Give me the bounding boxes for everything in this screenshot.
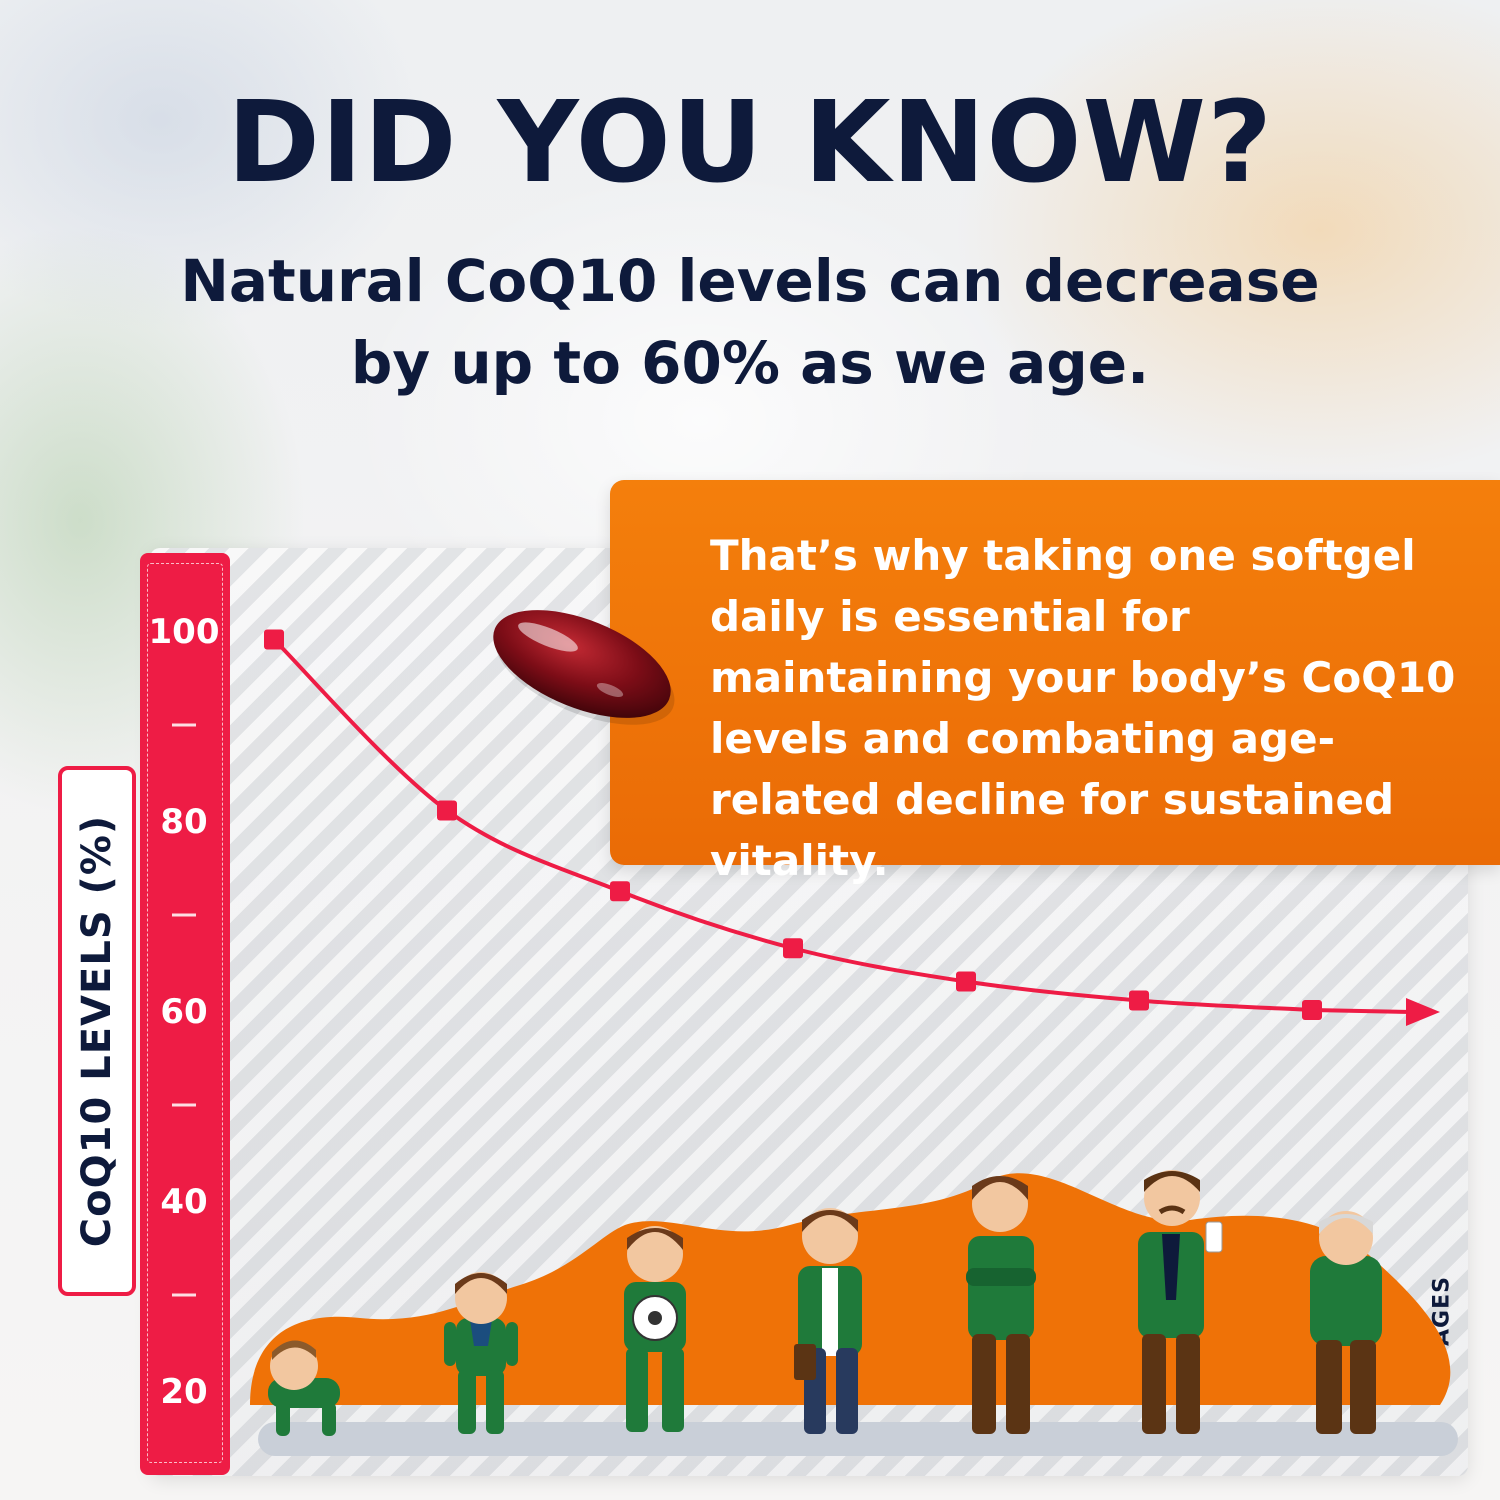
elderly-man-icon <box>1310 1211 1382 1434</box>
toddler-icon <box>444 1272 518 1434</box>
data-point <box>610 881 630 902</box>
data-point <box>1302 1000 1322 1020</box>
data-point <box>956 971 976 992</box>
subheadline: Natural CoQ10 levels can decrease by up … <box>180 247 1320 397</box>
baby-crawling-icon <box>268 1340 340 1436</box>
series-line <box>272 638 1413 1014</box>
middle-aged-man-icon <box>1138 1170 1223 1434</box>
teen-icon <box>794 1208 862 1434</box>
y-tick-label: 60 <box>160 992 207 1032</box>
data-point <box>1129 990 1149 1011</box>
y-tick-label: 20 <box>160 1372 207 1412</box>
coq10-line <box>264 629 1440 1026</box>
data-point <box>783 938 803 959</box>
y-axis-bar-border <box>147 563 223 1463</box>
y-tick-label: 100 <box>149 612 220 652</box>
headline: DID YOU KNOW? <box>226 78 1274 208</box>
y-ticks: 100 80 60 40 20 <box>149 612 220 1412</box>
data-point <box>264 629 284 650</box>
data-point <box>437 800 457 821</box>
y-axis-label-box <box>58 766 136 1296</box>
y-tick-label: 80 <box>160 802 207 842</box>
line-arrowhead <box>1406 998 1440 1026</box>
y-tick-label: 40 <box>160 1182 207 1222</box>
callout-box <box>610 480 1500 865</box>
child-with-ball-icon <box>624 1226 686 1432</box>
adult-icon <box>966 1176 1036 1434</box>
softgel-capsule-icon <box>493 610 675 725</box>
y-axis-bar <box>140 553 230 1475</box>
callout-text: That’s why taking one softgel daily is e… <box>710 531 1456 885</box>
